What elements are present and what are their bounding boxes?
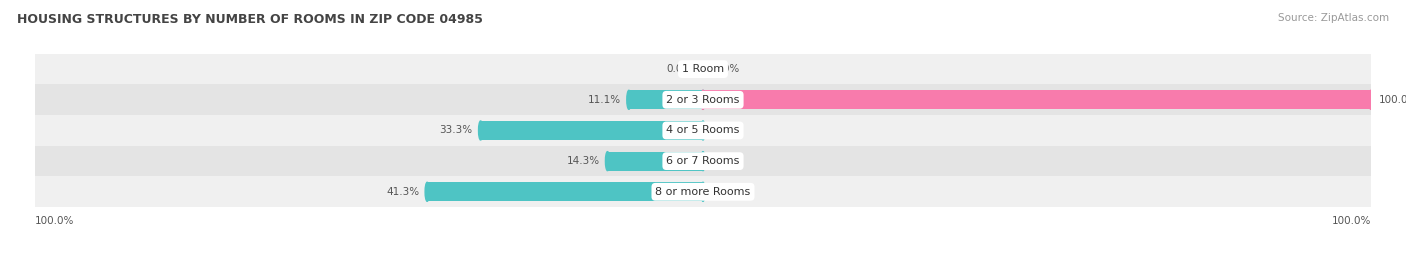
Circle shape (702, 121, 704, 140)
Text: 4 or 5 Rooms: 4 or 5 Rooms (666, 125, 740, 136)
Bar (427, 182, 703, 201)
Circle shape (702, 182, 704, 201)
Text: 0.0%: 0.0% (713, 64, 740, 74)
Circle shape (478, 121, 482, 140)
Bar (35, 146, 1371, 176)
Text: 100.0%: 100.0% (1379, 95, 1406, 105)
Bar (481, 121, 703, 140)
Text: 2 or 3 Rooms: 2 or 3 Rooms (666, 95, 740, 105)
Text: 14.3%: 14.3% (567, 156, 599, 166)
Circle shape (702, 152, 704, 171)
Bar (607, 152, 703, 171)
Circle shape (606, 152, 610, 171)
Circle shape (1369, 90, 1372, 109)
Bar (35, 54, 1371, 84)
Text: 0.0%: 0.0% (713, 125, 740, 136)
Bar (628, 90, 703, 109)
Circle shape (627, 90, 631, 109)
Text: 0.0%: 0.0% (666, 64, 693, 74)
Text: 0.0%: 0.0% (713, 187, 740, 197)
Circle shape (702, 90, 704, 109)
Text: 100.0%: 100.0% (1331, 216, 1371, 226)
Text: 33.3%: 33.3% (440, 125, 472, 136)
Text: 0.0%: 0.0% (713, 156, 740, 166)
Text: 1 Room: 1 Room (682, 64, 724, 74)
Text: 11.1%: 11.1% (588, 95, 621, 105)
Text: 100.0%: 100.0% (35, 216, 75, 226)
Text: HOUSING STRUCTURES BY NUMBER OF ROOMS IN ZIP CODE 04985: HOUSING STRUCTURES BY NUMBER OF ROOMS IN… (17, 13, 482, 26)
Text: 6 or 7 Rooms: 6 or 7 Rooms (666, 156, 740, 166)
Bar (35, 176, 1371, 207)
Circle shape (425, 182, 429, 201)
Text: Source: ZipAtlas.com: Source: ZipAtlas.com (1278, 13, 1389, 23)
Bar (35, 115, 1371, 146)
Circle shape (702, 90, 704, 109)
Text: 41.3%: 41.3% (387, 187, 419, 197)
Bar (35, 84, 1371, 115)
Bar (703, 90, 1371, 109)
Text: 8 or more Rooms: 8 or more Rooms (655, 187, 751, 197)
